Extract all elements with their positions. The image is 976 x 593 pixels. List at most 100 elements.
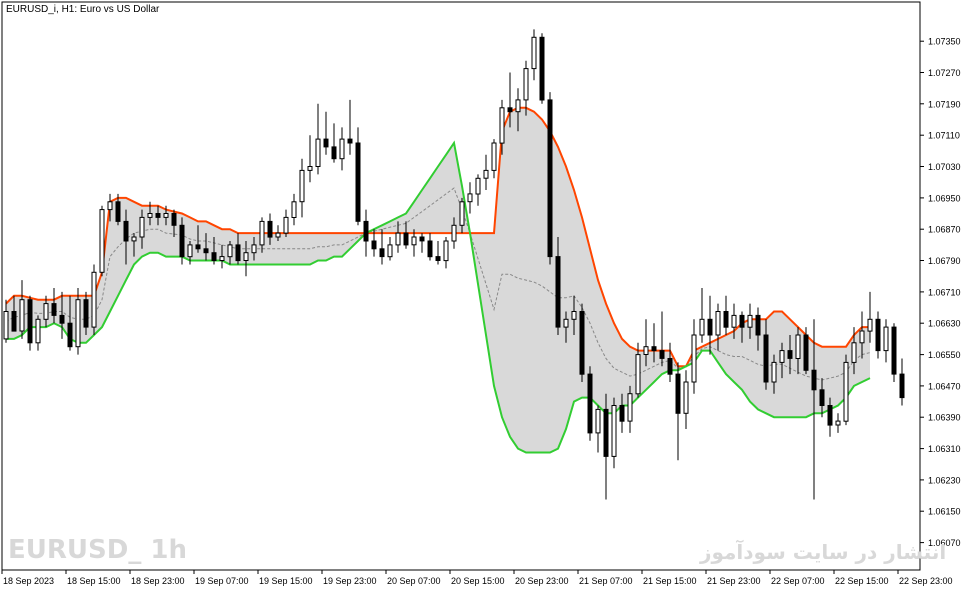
candle — [83, 291, 89, 335]
candle — [75, 288, 81, 355]
candle-body — [243, 252, 249, 261]
candle — [251, 237, 257, 261]
candle-body — [779, 350, 785, 363]
candle-body — [211, 252, 217, 261]
candle-body — [627, 393, 633, 422]
x-tick-label: 22 Sep 15:00 — [835, 576, 889, 586]
candle-body — [795, 334, 801, 359]
channel-mid-line — [5, 187, 871, 381]
y-tick-label: 1.06310 — [928, 444, 961, 454]
candle-body — [475, 177, 481, 195]
candle — [827, 397, 833, 437]
candle-body — [219, 256, 225, 262]
candle-body — [355, 142, 361, 222]
candle — [563, 311, 569, 343]
candle-body — [851, 342, 857, 363]
candle-body — [99, 209, 105, 273]
candle — [291, 193, 297, 226]
candle-body — [691, 334, 697, 383]
candle — [499, 99, 505, 155]
candle — [19, 280, 25, 339]
candle-body — [883, 326, 889, 352]
candle — [483, 154, 489, 190]
candle — [435, 241, 441, 265]
candle — [11, 295, 17, 332]
candle — [675, 362, 681, 461]
candle — [203, 233, 209, 261]
candle-body — [667, 358, 673, 375]
candle — [587, 366, 593, 441]
candle-body — [387, 244, 393, 258]
channel-fill — [6, 107, 870, 453]
candle-body — [403, 232, 409, 246]
candle-body — [899, 373, 905, 399]
channel-layer — [5, 106, 871, 454]
candle-body — [371, 240, 377, 250]
candle — [451, 217, 457, 249]
candle-body — [443, 240, 449, 262]
candle — [667, 342, 673, 382]
candle — [883, 319, 889, 363]
candle — [195, 225, 201, 253]
candle-body — [723, 311, 729, 328]
candle — [899, 358, 905, 406]
candle — [507, 72, 513, 128]
candle — [539, 33, 545, 104]
candle-body — [483, 169, 489, 179]
candle-body — [35, 318, 41, 344]
y-tick-label: 1.06550 — [928, 350, 961, 360]
candle-body — [163, 213, 169, 218]
candle-body — [435, 256, 441, 262]
candle — [619, 393, 625, 433]
candle — [787, 335, 793, 375]
candle-body — [459, 201, 465, 226]
candle — [155, 205, 161, 226]
candle-body — [867, 318, 873, 332]
y-tick-label: 1.06710 — [928, 287, 961, 297]
x-tick-label: 22 Sep 07:00 — [771, 576, 825, 586]
candle-body — [179, 224, 185, 258]
candle-body — [307, 166, 313, 171]
candle — [187, 241, 193, 265]
candle-body — [787, 350, 793, 359]
candle — [515, 88, 521, 132]
candle — [115, 193, 121, 226]
candle — [715, 303, 721, 351]
candle-body — [699, 318, 705, 336]
candle — [147, 201, 153, 226]
candle-body — [315, 138, 321, 168]
y-tick-label: 1.06870 — [928, 225, 961, 235]
candle-body — [419, 236, 425, 242]
candle — [163, 205, 169, 226]
x-tick-label: 20 Sep 07:00 — [387, 576, 441, 586]
symbol-watermark: EURUSD_ 1h — [8, 535, 187, 565]
candle — [875, 311, 881, 359]
candle — [179, 217, 185, 265]
candle-body — [675, 373, 681, 414]
x-tick-label: 21 Sep 23:00 — [707, 576, 761, 586]
candle-body — [707, 318, 713, 336]
candle — [131, 233, 137, 257]
candle-body — [267, 220, 273, 238]
candle — [283, 209, 289, 237]
candle — [803, 327, 809, 375]
candle — [523, 60, 529, 116]
candle — [427, 233, 433, 261]
candle-body — [339, 138, 345, 160]
x-tick-label: 18 Sep 23:00 — [131, 576, 185, 586]
candle-body — [579, 311, 585, 375]
candle — [611, 397, 617, 469]
candle — [835, 413, 841, 433]
x-tick-label: 18 Sep 15:00 — [67, 576, 121, 586]
candle-body — [763, 334, 769, 383]
candle-body — [187, 244, 193, 258]
candle-body — [147, 213, 153, 218]
candle-body — [139, 216, 145, 238]
candle — [363, 209, 369, 257]
candle-body — [659, 350, 665, 359]
candle-body — [3, 311, 9, 340]
candle — [627, 385, 633, 433]
candle-body — [83, 299, 89, 328]
candle — [851, 327, 857, 375]
